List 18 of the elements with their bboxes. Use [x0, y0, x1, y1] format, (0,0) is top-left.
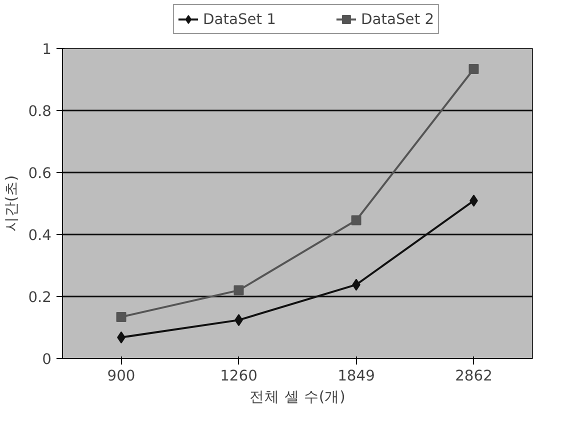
y-tick-label: 0: [42, 351, 52, 368]
legend-label: DataSet 2: [361, 10, 434, 28]
y-tick-label: 0.2: [28, 289, 52, 306]
x-tick-label: 1849: [338, 368, 375, 384]
y-tick-label: 0.8: [28, 103, 52, 120]
point: [351, 215, 362, 226]
point: [234, 285, 244, 296]
point: [468, 64, 479, 74]
y-axis-title: 시간(초): [3, 175, 20, 232]
y-tick-label: 0.4: [28, 227, 52, 244]
x-tick-label: 2862: [455, 368, 492, 384]
point: [116, 312, 126, 322]
x-axis-title: 전체 셀 수(개): [250, 388, 346, 406]
legend-label: DataSet 1: [202, 10, 276, 28]
x-tick-label: 900: [107, 368, 136, 384]
y-tick-label: 1: [42, 41, 52, 58]
y-tick-label: 0.6: [28, 165, 52, 182]
x-tick-label: 1260: [220, 368, 258, 384]
